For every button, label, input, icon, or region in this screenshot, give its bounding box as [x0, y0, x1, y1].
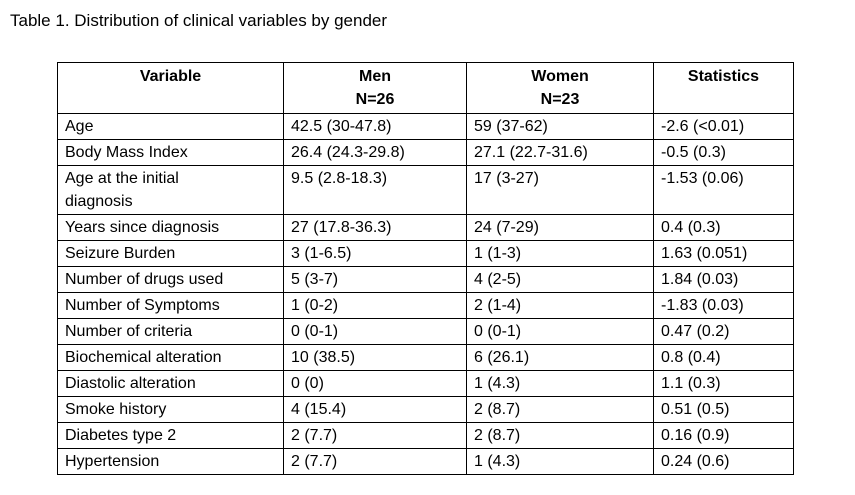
cell-statistics: 1.84 (0.03): [653, 266, 794, 293]
column-sublabel: N=23: [540, 91, 580, 108]
table-row: Smoke history 4 (15.4) 2 (8.7) 0.51 (0.5): [57, 396, 794, 423]
table-row: Number of drugs used 5 (3-7) 4 (2-5) 1.84 (…: [57, 266, 794, 293]
clinical-variables-table: Variable Men N=26 Women N=23 Statistics …: [57, 62, 794, 475]
table-row: Age 42.5 (30-47.8) 59 (37-62) -2.6 (<0.01): [57, 113, 794, 140]
cell-men: 0 (0-1): [283, 318, 467, 345]
cell-men: 27 (17.8-36.3): [283, 214, 467, 241]
cell-statistics: 1.63 (0.051): [653, 240, 794, 267]
column-label: Statistics: [687, 68, 760, 85]
cell-men: 5 (3-7): [283, 266, 467, 293]
header-row: Variable Men N=26 Women N=23 Statistics: [57, 62, 794, 114]
cell-variable: Diabetes type 2: [57, 422, 284, 449]
cell-women: 2 (1-4): [466, 292, 654, 319]
cell-men: 42.5 (30-47.8): [283, 113, 467, 140]
cell-variable: Number of criteria: [57, 318, 284, 345]
table-row: Age at the initial diagnosis 9.5 (2.8-18.…: [57, 165, 794, 215]
header-cell-men: Men N=26: [283, 62, 467, 114]
column-label: Women: [531, 68, 589, 85]
cell-statistics: 1.1 (0.3): [653, 370, 794, 397]
table-row: Hypertension 2 (7.7) 1 (4.3) 0.24 (0.6): [57, 448, 794, 475]
cell-variable: Years since diagnosis: [57, 214, 284, 241]
cell-women: 24 (7-29): [466, 214, 654, 241]
cell-variable: Diastolic alteration: [57, 370, 284, 397]
cell-variable: Number of drugs used: [57, 266, 284, 293]
cell-statistics: 0.16 (0.9): [653, 422, 794, 449]
cell-men: 2 (7.7): [283, 448, 467, 475]
cell-men: 2 (7.7): [283, 422, 467, 449]
cell-women: 27.1 (22.7-31.6): [466, 139, 654, 166]
cell-statistics: -0.5 (0.3): [653, 139, 794, 166]
header-cell-women: Women N=23: [466, 62, 654, 114]
cell-variable: Body Mass Index: [57, 139, 284, 166]
cell-women: 1 (4.3): [466, 370, 654, 397]
table-row: Diastolic alteration 0 (0) 1 (4.3) 1.1 (0.3…: [57, 370, 794, 397]
cell-men: 0 (0): [283, 370, 467, 397]
cell-women: 1 (4.3): [466, 448, 654, 475]
cell-men: 26.4 (24.3-29.8): [283, 139, 467, 166]
cell-women: 1 (1-3): [466, 240, 654, 267]
table-row: Number of Symptoms 1 (0-2) 2 (1-4) -1.83 (0…: [57, 292, 794, 319]
cell-statistics: -1.83 (0.03): [653, 292, 794, 319]
cell-women: 17 (3-27): [466, 165, 654, 215]
table-row: Number of criteria 0 (0-1) 0 (0-1) 0.47 (0.…: [57, 318, 794, 345]
cell-women: 4 (2-5): [466, 266, 654, 293]
cell-variable: Age: [57, 113, 284, 140]
cell-women: 2 (8.7): [466, 396, 654, 423]
cell-women: 0 (0-1): [466, 318, 654, 345]
cell-men: 3 (1-6.5): [283, 240, 467, 267]
header-cell-variable: Variable: [57, 62, 284, 114]
column-sublabel: N=26: [355, 91, 395, 108]
table-row: Body Mass Index 26.4 (24.3-29.8) 27.1 (22.…: [57, 139, 794, 166]
cell-men: 10 (38.5): [283, 344, 467, 371]
cell-women: 6 (26.1): [466, 344, 654, 371]
cell-men: 9.5 (2.8-18.3): [283, 165, 467, 215]
table-row: Seizure Burden 3 (1-6.5) 1 (1-3) 1.63 (0.05…: [57, 240, 794, 267]
table-row: Biochemical alteration 10 (38.5) 6 (26.1) 0…: [57, 344, 794, 371]
cell-variable: Hypertension: [57, 448, 284, 475]
cell-statistics: 0.51 (0.5): [653, 396, 794, 423]
cell-statistics: -2.6 (<0.01): [653, 113, 794, 140]
cell-variable: Age at the initial diagnosis: [57, 165, 284, 215]
cell-variable: Biochemical alteration: [57, 344, 284, 371]
cell-women: 59 (37-62): [466, 113, 654, 140]
cell-men: 4 (15.4): [283, 396, 467, 423]
cell-statistics: 0.47 (0.2): [653, 318, 794, 345]
cell-women: 2 (8.7): [466, 422, 654, 449]
cell-statistics: 0.24 (0.6): [653, 448, 794, 475]
table-row: Years since diagnosis 27 (17.8-36.3) 24 (7…: [57, 214, 794, 241]
cell-variable: Smoke history: [57, 396, 284, 423]
column-label: Variable: [139, 68, 202, 85]
cell-men: 1 (0-2): [283, 292, 467, 319]
table-caption: Table 1. Distribution of clinical variab…: [10, 11, 388, 30]
table-body: Age 42.5 (30-47.8) 59 (37-62) -2.6 (<0.01) B…: [57, 113, 794, 475]
column-label: Men: [359, 68, 391, 85]
cell-statistics: -1.53 (0.06): [653, 165, 794, 215]
table-header: Variable Men N=26 Women N=23 Statistics: [57, 62, 794, 114]
cell-statistics: 0.4 (0.3): [653, 214, 794, 241]
cell-variable: Number of Symptoms: [57, 292, 284, 319]
cell-variable: Seizure Burden: [57, 240, 284, 267]
header-cell-statistics: Statistics: [653, 62, 794, 114]
cell-statistics: 0.8 (0.4): [653, 344, 794, 371]
